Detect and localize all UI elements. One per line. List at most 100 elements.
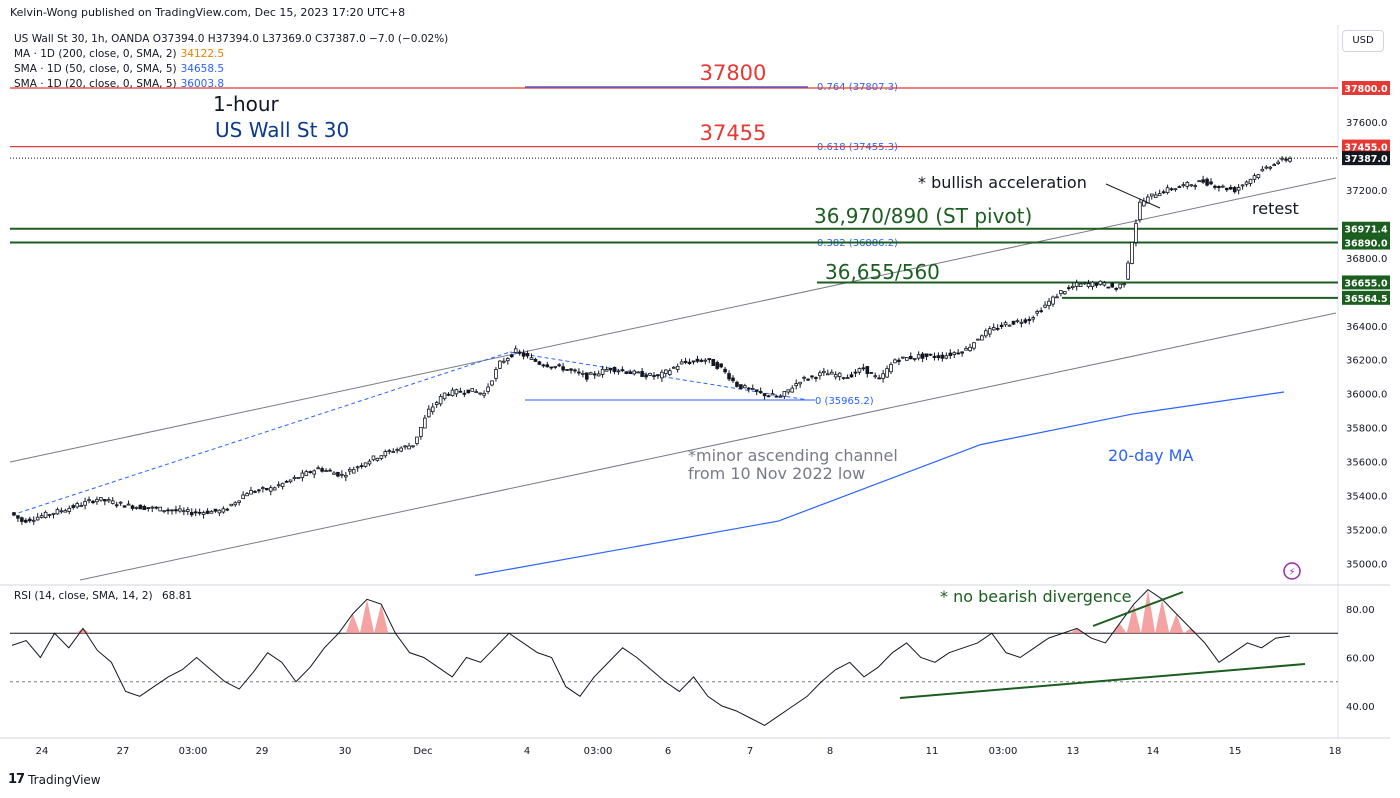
fib-level-label: 0 (35965.2) <box>815 396 874 407</box>
candle-body <box>20 517 24 522</box>
fib-trend-line <box>11 351 511 516</box>
candle-body <box>952 352 957 355</box>
candle-body <box>1078 283 1083 287</box>
candle-body <box>276 484 281 487</box>
candle-body <box>912 357 917 360</box>
candle-body <box>209 510 214 514</box>
candle-body <box>138 504 143 510</box>
candle-body <box>703 359 708 362</box>
candle-body <box>754 389 759 392</box>
chart-annotation: 36,655/560 <box>825 260 940 284</box>
candle-body <box>762 393 767 397</box>
candle-body <box>885 368 889 378</box>
chart-legend: US Wall St 30, 1h, OANDA O37394.0 H37394… <box>14 32 448 92</box>
candle-body <box>110 500 115 504</box>
candle-body <box>146 507 151 509</box>
x-tick-label: 27 <box>117 746 130 757</box>
y-tick-label: 36800.0 <box>1346 254 1387 265</box>
candle-body <box>462 392 467 395</box>
candle-body <box>944 355 949 359</box>
candle-body <box>1213 185 1217 188</box>
candle-body <box>916 354 921 359</box>
candle-body <box>1031 317 1036 320</box>
candle-body <box>608 368 613 371</box>
candle-body <box>928 353 933 356</box>
candle-body <box>984 330 988 337</box>
channel-lower-line <box>79 312 1337 581</box>
candle-body <box>1082 282 1087 285</box>
rsi-divergence-trendline <box>1092 591 1184 627</box>
candle-body <box>841 377 846 379</box>
candle-body <box>478 392 482 395</box>
rsi-overbought-fill <box>1126 604 1141 634</box>
candle-body <box>166 509 170 512</box>
chart-annotation: 20-day MA <box>1108 446 1193 465</box>
candle-body <box>1110 282 1115 288</box>
candle-body <box>545 364 550 368</box>
candle-body <box>727 373 731 380</box>
candle-body <box>458 390 463 393</box>
candle-body <box>296 477 301 479</box>
rsi-value: 68.81 <box>162 590 193 602</box>
candle-body <box>189 512 194 516</box>
rsi-overbought-fill <box>1155 599 1170 634</box>
candle-body <box>577 371 581 374</box>
candle-body <box>1197 180 1201 183</box>
rsi-overbought-fill <box>1069 628 1085 634</box>
candle-body <box>1023 319 1028 323</box>
candle-body <box>126 503 131 506</box>
candle-body <box>154 506 158 509</box>
y-tick-label: 36000.0 <box>1346 390 1387 401</box>
candle-body <box>316 467 320 470</box>
candle-body <box>284 480 289 483</box>
candle-body <box>391 451 396 453</box>
candle-body <box>114 504 119 507</box>
tradingview-logo[interactable]: 17 TradingView <box>8 772 101 787</box>
candle-body <box>537 361 542 365</box>
candle-body <box>1106 286 1111 289</box>
y-tick-label: 35200.0 <box>1346 526 1387 537</box>
candle-body <box>1114 288 1118 290</box>
chart-annotation: US Wall St 30 <box>215 118 349 142</box>
candle-body <box>272 487 277 491</box>
x-tick-label: 14 <box>1147 746 1160 757</box>
candle-body <box>968 346 972 352</box>
candle-body <box>1007 324 1012 327</box>
candle-body <box>881 373 885 379</box>
rsi-label: RSI (14, close, SMA, 14, 2) <box>14 590 153 602</box>
candle-body <box>178 508 182 512</box>
candle-body <box>1205 178 1209 186</box>
lightning-glyph: ⚡ <box>1288 567 1295 578</box>
candle-body <box>715 362 719 369</box>
candle-body <box>660 371 664 379</box>
level-axis-label: 36655.0 <box>1344 278 1388 289</box>
candle-body <box>972 342 976 349</box>
candle-body <box>265 487 269 491</box>
rsi-support-trendline <box>899 663 1306 699</box>
indicator-sma20[interactable]: SMA · 1D (20, close, 0, SMA, 5) 36003.8 <box>14 77 448 92</box>
candle-body <box>565 369 569 371</box>
indicator-ma200[interactable]: MA · 1D (200, close, 0, SMA, 2) 34122.5 <box>14 47 448 62</box>
x-tick-label: 4 <box>524 746 530 757</box>
candle-body <box>1185 182 1190 187</box>
x-tick-label: 11 <box>926 746 939 757</box>
candle-body <box>430 406 435 413</box>
candle-body <box>450 389 455 397</box>
candle-body <box>367 460 372 465</box>
candle-body <box>786 389 791 393</box>
level-axis-label: 37455.0 <box>1344 143 1388 154</box>
candle-body <box>664 369 668 374</box>
x-tick-label: 15 <box>1229 746 1242 757</box>
candle-body <box>79 505 83 507</box>
candle-body <box>1157 193 1162 197</box>
indicator-sma50[interactable]: SMA · 1D (50, close, 0, SMA, 5) 34658.5 <box>14 62 448 77</box>
candle-body <box>249 490 253 495</box>
candle-body <box>1094 282 1099 286</box>
candle-body <box>1268 166 1273 169</box>
candle-body <box>213 508 218 512</box>
candle-body <box>798 381 802 385</box>
currency-button[interactable]: USD <box>1342 30 1384 52</box>
candle-body <box>1221 185 1225 188</box>
rsi-overbought-fill <box>1169 613 1184 634</box>
